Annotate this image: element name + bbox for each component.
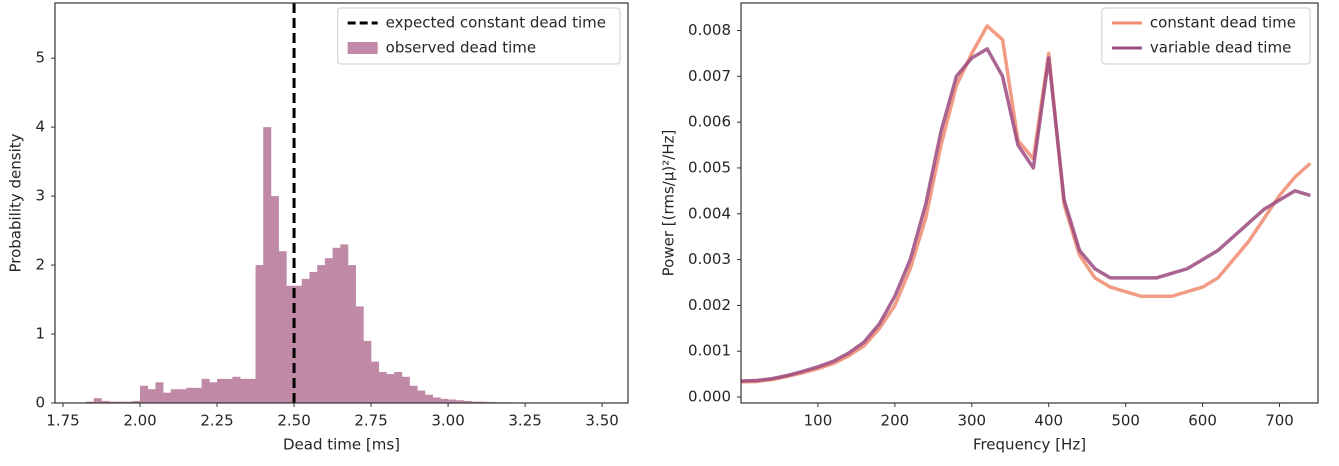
x-tick-label: 200 — [881, 412, 910, 430]
x-tick-label: 2.00 — [123, 412, 156, 430]
histogram-bar — [410, 386, 418, 403]
x-tick-label: 600 — [1188, 412, 1217, 430]
y-tick-label: 1 — [35, 325, 45, 343]
y-tick-label: 5 — [35, 49, 45, 67]
histogram-bar — [155, 382, 163, 403]
x-tick-label: 2.50 — [277, 412, 310, 430]
y-axis-label: Power [(rms/μ)²/Hz] — [660, 130, 678, 277]
histogram-bar — [379, 372, 387, 403]
y-axis-label: Probability density — [7, 133, 25, 272]
y-tick-label: 0.004 — [688, 204, 731, 222]
histogram-bar — [232, 377, 240, 403]
histogram-bar — [371, 362, 379, 403]
histogram-bar — [363, 341, 371, 403]
histogram-bar — [394, 372, 402, 403]
x-tick-label: 3.50 — [585, 412, 618, 430]
histogram-bar — [256, 265, 264, 403]
y-tick-label: 0.006 — [688, 113, 731, 131]
histogram-bar — [263, 127, 271, 403]
histogram-bar — [348, 265, 356, 403]
y-tick-label: 0.002 — [688, 296, 731, 314]
x-tick-label: 3.00 — [431, 412, 464, 430]
histogram-bar — [417, 391, 425, 403]
histogram-bar — [225, 379, 233, 403]
x-axis-label: Frequency [Hz] — [973, 436, 1086, 454]
histogram-bar — [333, 248, 341, 403]
histogram-bar — [140, 386, 148, 403]
histogram-bar — [163, 393, 171, 403]
x-tick-label: 2.75 — [354, 412, 387, 430]
histogram-bar — [425, 395, 433, 403]
histogram-bar — [179, 389, 187, 403]
y-tick-label: 0.007 — [688, 67, 731, 85]
histogram-bar — [302, 279, 310, 403]
histogram-bar — [340, 244, 348, 403]
y-tick-label: 0.008 — [688, 21, 731, 39]
histogram-bar — [240, 379, 248, 403]
x-axis-label: Dead time [ms] — [283, 436, 400, 454]
plot-area — [741, 26, 1310, 382]
histogram-bar — [202, 379, 210, 403]
y-tick-label: 0.001 — [688, 342, 731, 360]
histogram-bar — [248, 379, 256, 403]
y-tick-label: 0.003 — [688, 250, 731, 268]
x-tick-label: 500 — [1111, 412, 1140, 430]
legend-swatch — [348, 42, 378, 54]
x-tick-label: 2.25 — [200, 412, 233, 430]
y-tick-label: 4 — [35, 118, 45, 136]
x-tick-label: 1.75 — [46, 412, 79, 430]
histogram-bar — [171, 389, 179, 403]
legend-label: expected constant dead time — [386, 14, 606, 32]
legend: constant dead time variable dead time — [1102, 8, 1310, 64]
y-tick-label: 0 — [35, 394, 45, 412]
histogram-bar — [356, 306, 364, 403]
legend-label: variable dead time — [1150, 39, 1291, 57]
histogram-bar — [402, 377, 410, 403]
line-series — [741, 26, 1310, 382]
x-tick-label: 400 — [1034, 412, 1063, 430]
y-tick-label: 3 — [35, 187, 45, 205]
line-series — [741, 49, 1310, 381]
legend-label: observed dead time — [386, 39, 536, 57]
histogram-bar — [186, 388, 194, 403]
x-tick-label: 100 — [804, 412, 833, 430]
x-tick-label: 700 — [1265, 412, 1294, 430]
histogram-bar — [194, 388, 202, 403]
x-tick-label: 300 — [957, 412, 986, 430]
histogram-bar — [309, 272, 317, 403]
histogram-bar — [325, 258, 333, 403]
histogram-bar — [386, 374, 394, 403]
legend-label: constant dead time — [1150, 14, 1296, 32]
legend: expected constant dead time observed dead… — [338, 8, 620, 64]
histogram-bar — [94, 398, 102, 403]
histogram-bar — [148, 389, 156, 403]
histogram-bar — [271, 196, 279, 403]
histogram-bar — [279, 251, 287, 403]
histogram-bar — [433, 397, 441, 403]
histogram-bar — [317, 265, 325, 403]
x-tick-label: 3.25 — [508, 412, 541, 430]
y-tick-label: 0.000 — [688, 388, 731, 406]
y-tick-label: 0.005 — [688, 158, 731, 176]
y-tick-label: 2 — [35, 256, 45, 274]
histogram-bar — [440, 399, 448, 403]
histogram-bar — [209, 382, 217, 403]
histogram-bar — [217, 379, 225, 403]
